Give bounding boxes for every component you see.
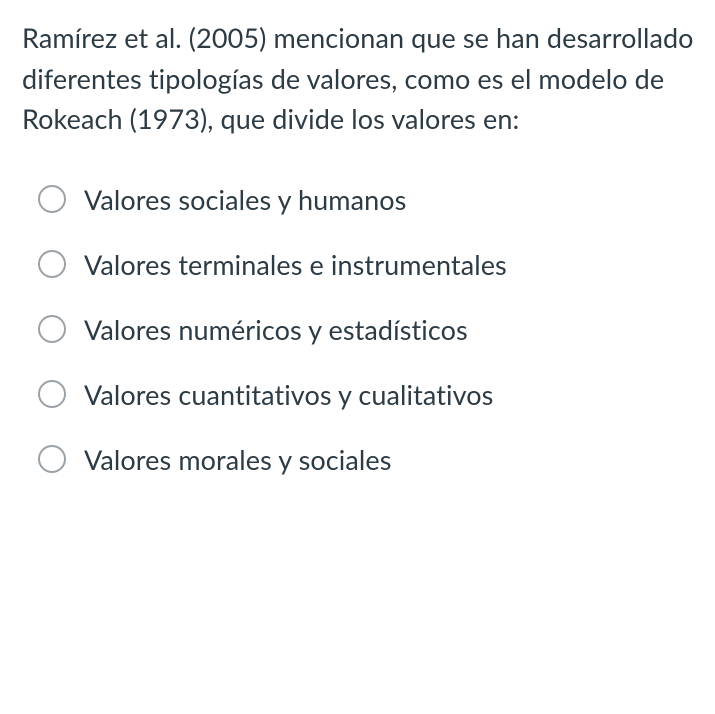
- radio-icon[interactable]: [38, 315, 66, 343]
- option-label: Valores cuantitativos y cualitativos: [84, 377, 493, 412]
- radio-icon[interactable]: [38, 185, 66, 213]
- option-label: Valores morales y sociales: [84, 442, 392, 477]
- option-1[interactable]: Valores sociales y humanos: [38, 182, 695, 217]
- radio-icon[interactable]: [38, 380, 66, 408]
- radio-icon[interactable]: [38, 445, 66, 473]
- option-5[interactable]: Valores morales y sociales: [38, 442, 695, 477]
- option-2[interactable]: Valores terminales e instrumentales: [38, 247, 695, 282]
- option-label: Valores numéricos y estadísticos: [84, 312, 468, 347]
- quiz-container: Ramírez et al. (2005) mencionan que se h…: [0, 0, 715, 497]
- option-3[interactable]: Valores numéricos y estadísticos: [38, 312, 695, 347]
- options-group: Valores sociales y humanos Valores termi…: [22, 182, 695, 477]
- question-text: Ramírez et al. (2005) mencionan que se h…: [22, 18, 695, 140]
- radio-icon[interactable]: [38, 250, 66, 278]
- option-label: Valores sociales y humanos: [84, 182, 406, 217]
- option-label: Valores terminales e instrumentales: [84, 247, 507, 282]
- option-4[interactable]: Valores cuantitativos y cualitativos: [38, 377, 695, 412]
